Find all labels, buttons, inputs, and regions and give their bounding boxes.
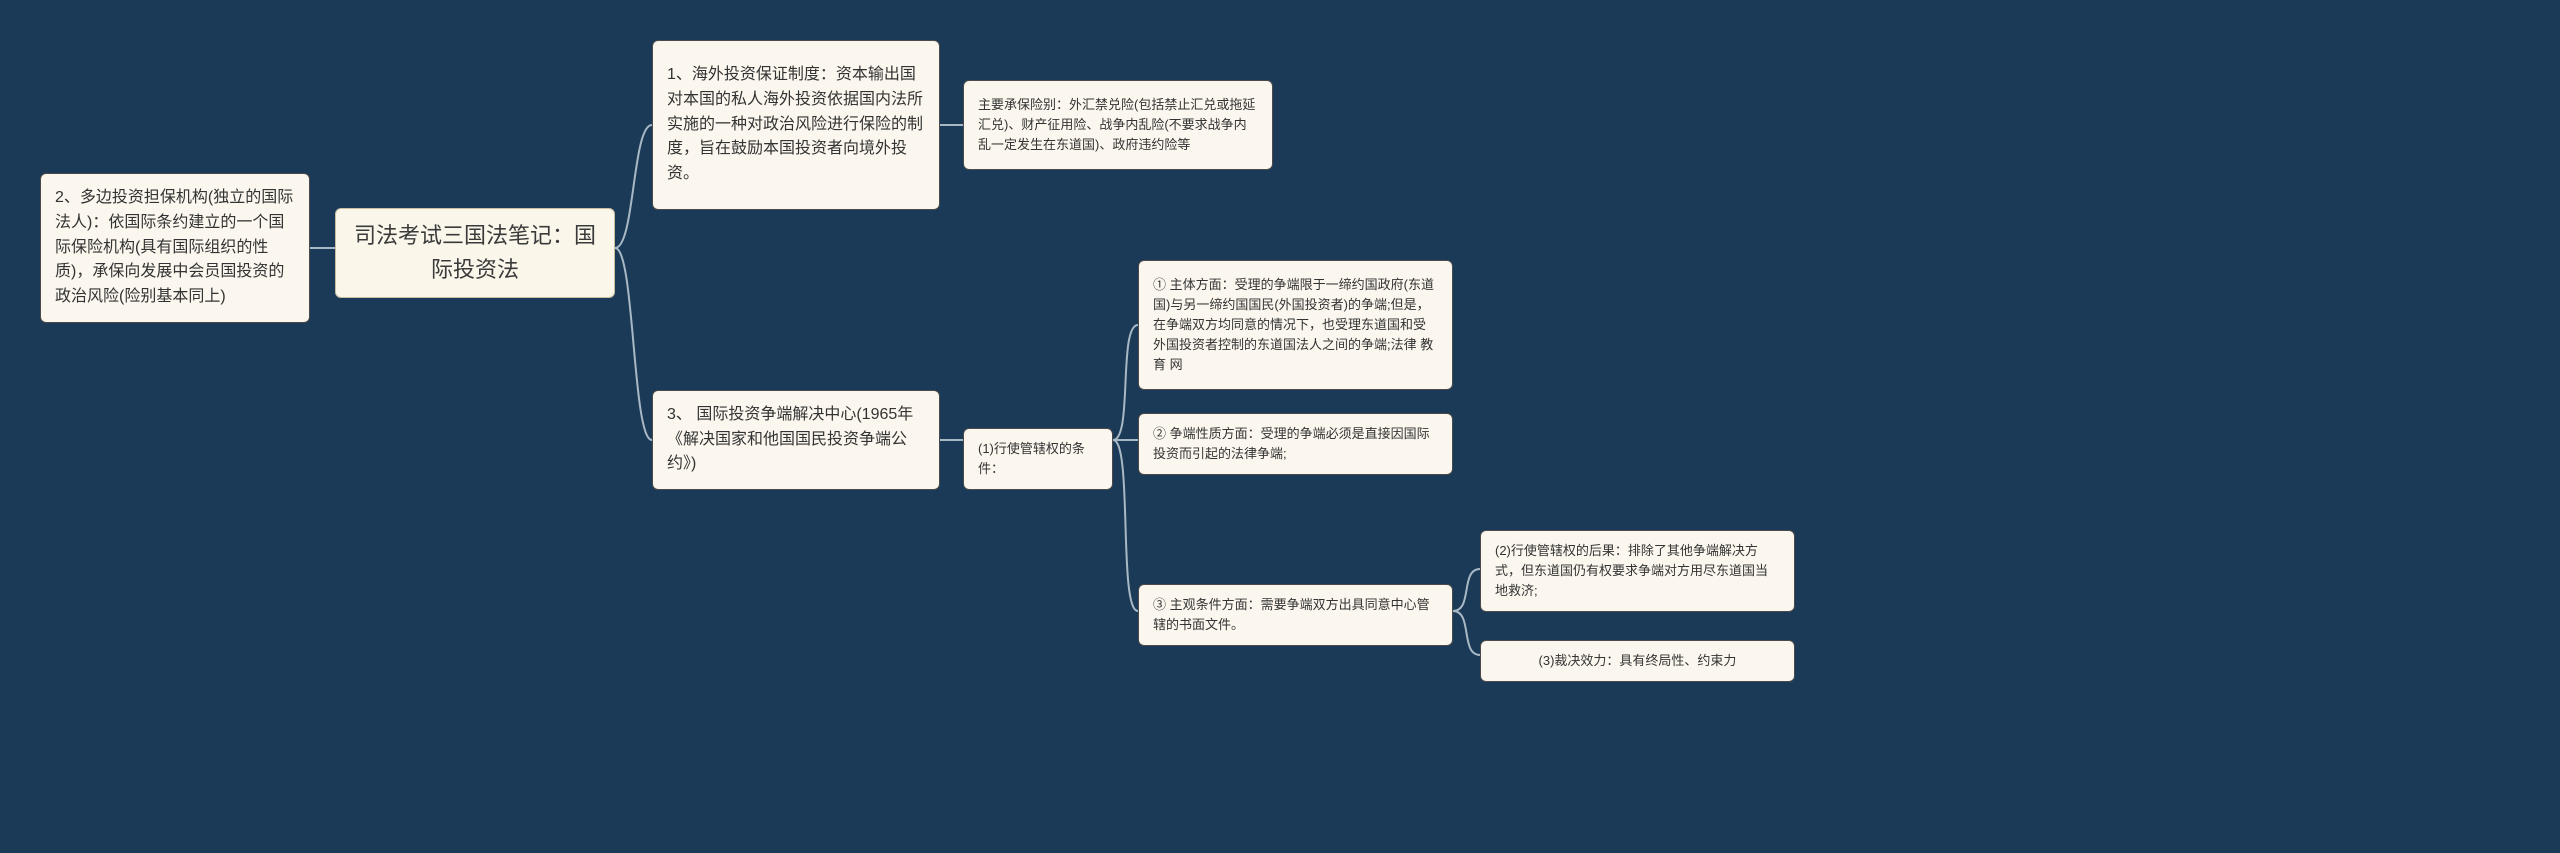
node-multilateral-guarantee: 2、多边投资担保机构(独立的国际法人)：依国际条约建立的一个国际保险机构(具有国… xyxy=(40,173,310,323)
node-dispute-nature: ② 争端性质方面：受理的争端必须是直接因国际投资而引起的法律争端; xyxy=(1138,413,1453,475)
node-jurisdiction-conditions: (1)行使管辖权的条件： xyxy=(963,428,1113,490)
node-jurisdiction-consequence: (2)行使管辖权的后果：排除了其他争端解决方式，但东道国仍有权要求争端对方用尽东… xyxy=(1480,530,1795,612)
node-overseas-insurance: 1、海外投资保证制度：资本输出国对本国的私人海外投资依据国内法所实施的一种对政治… xyxy=(652,40,940,210)
node-label: 3、 国际投资争端解决中心(1965年《解决国家和他国国民投资争端公约》) xyxy=(667,403,925,477)
node-subject-aspect: ① 主体方面：受理的争端限于一缔约国政府(东道国)与另一缔约国国民(外国投资者)… xyxy=(1138,260,1453,390)
mindmap-canvas: 司法考试三国法笔记：国际投资法 2、多边投资担保机构(独立的国际法人)：依国际条… xyxy=(0,0,2560,853)
node-icsid: 3、 国际投资争端解决中心(1965年《解决国家和他国国民投资争端公约》) xyxy=(652,390,940,490)
node-label: (3)裁决效力：具有终局性、约束力 xyxy=(1539,651,1737,671)
node-label: ① 主体方面：受理的争端限于一缔约国政府(东道国)与另一缔约国国民(外国投资者)… xyxy=(1153,275,1438,376)
node-label: (1)行使管辖权的条件： xyxy=(978,439,1098,479)
node-label: ③ 主观条件方面：需要争端双方出具同意中心管辖的书面文件。 xyxy=(1153,595,1438,635)
node-insurance-types: 主要承保险别：外汇禁兑险(包括禁止汇兑或拖延汇兑)、财产征用险、战争内乱险(不要… xyxy=(963,80,1273,170)
node-label: (2)行使管辖权的后果：排除了其他争端解决方式，但东道国仍有权要求争端对方用尽东… xyxy=(1495,541,1780,601)
root-node: 司法考试三国法笔记：国际投资法 xyxy=(335,208,615,298)
node-label: ② 争端性质方面：受理的争端必须是直接因国际投资而引起的法律争端; xyxy=(1153,424,1438,464)
node-subjective-condition: ③ 主观条件方面：需要争端双方出具同意中心管辖的书面文件。 xyxy=(1138,584,1453,646)
node-label: 1、海外投资保证制度：资本输出国对本国的私人海外投资依据国内法所实施的一种对政治… xyxy=(667,63,925,187)
root-label: 司法考试三国法笔记：国际投资法 xyxy=(350,219,600,287)
node-label: 2、多边投资担保机构(独立的国际法人)：依国际条约建立的一个国际保险机构(具有国… xyxy=(55,186,295,310)
node-label: 主要承保险别：外汇禁兑险(包括禁止汇兑或拖延汇兑)、财产征用险、战争内乱险(不要… xyxy=(978,95,1258,155)
node-award-effect: (3)裁决效力：具有终局性、约束力 xyxy=(1480,640,1795,682)
